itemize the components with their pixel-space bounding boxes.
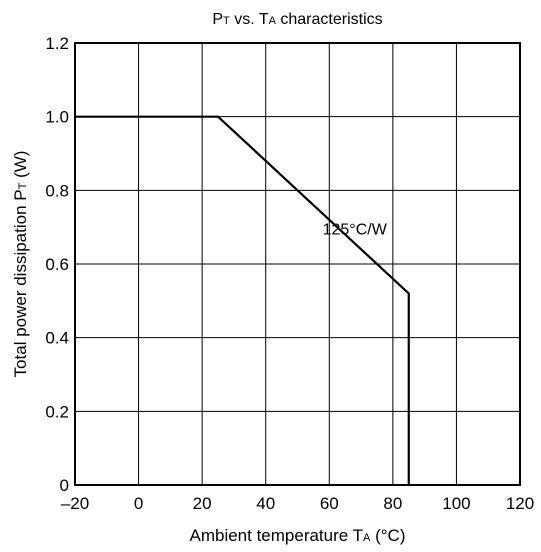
y-tick-label: 0.6 — [45, 255, 69, 274]
y-axis-title: Total power dissipation PT (W) — [11, 151, 30, 378]
y-tick-label: 0.4 — [45, 329, 69, 348]
x-tick-label: 20 — [193, 494, 212, 513]
series-line — [75, 115, 410, 485]
y-tick-label: 1.2 — [45, 34, 69, 53]
y-tick-label: 1.0 — [45, 108, 69, 127]
x-tick-label: 100 — [442, 494, 470, 513]
x-tick-label: 80 — [383, 494, 402, 513]
y-tick-label: 0.8 — [45, 181, 69, 200]
x-tick-label: 120 — [506, 494, 534, 513]
chart-title: PT vs. TA characteristics — [212, 11, 382, 28]
x-tick-label: 60 — [320, 494, 339, 513]
x-tick-label: 40 — [256, 494, 275, 513]
plot-frame — [74, 42, 521, 486]
x-tick-label: 0 — [134, 494, 143, 513]
annotation-label: 125°C/W — [323, 222, 388, 239]
x-axis-title: Ambient temperature TA (°C) — [189, 526, 405, 545]
x-tick-label: –20 — [61, 494, 89, 513]
y-tick-label: 0 — [60, 476, 69, 495]
x-axis-ticks: –20 0 20 40 60 80 100 120 — [61, 494, 534, 513]
y-tick-label: 0.2 — [45, 402, 69, 421]
grid — [75, 43, 520, 485]
series-layer — [75, 115, 410, 485]
y-axis-ticks: 0 0.2 0.4 0.6 0.8 1.0 1.2 — [45, 34, 69, 495]
annotations: 125°C/W — [323, 222, 388, 239]
